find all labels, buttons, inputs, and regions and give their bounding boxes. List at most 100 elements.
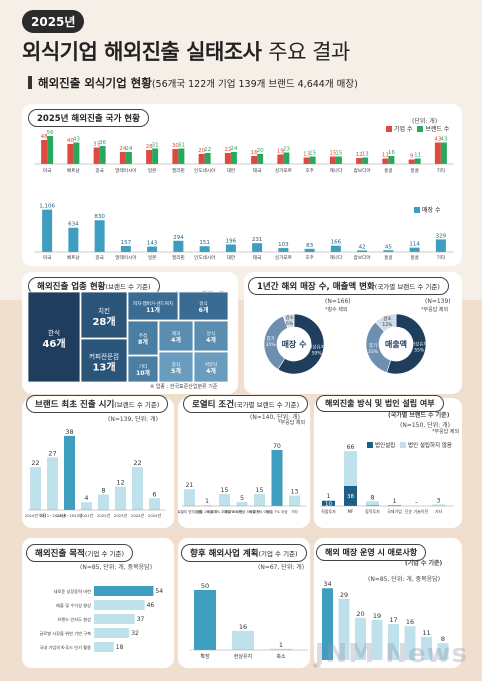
difficulty-value-label: 16 [406,618,414,626]
entry-unit: (N=139, 단위: 개) [108,416,158,423]
industry-cell [158,351,194,383]
entry-value-label: 12 [116,479,124,487]
company-value-label: 43 [434,137,441,143]
country-tick-label: 대만 [227,167,236,174]
company-bar [356,158,363,164]
method-corp-label: 38 [347,494,354,500]
industry-value: 10개 [136,369,150,377]
difficulty-chart-title: 해외 매장 운영 시 애로사항 [316,544,427,561]
brand-value-label: 43 [73,137,80,143]
company-bar [303,157,310,164]
donut-slice-label: 증가 [369,342,377,349]
brand-bar [283,152,290,164]
country-tick-label: 홍콩 [384,254,392,261]
industry-label: 치킨 [98,306,110,315]
purpose-value-label: 54 [155,588,163,595]
brand-value-label: 16 [388,150,395,156]
royalty-value-label: 21 [186,482,194,489]
entry-title-text: 브랜드 최초 진출 시기 [35,400,115,410]
company-bar [41,140,48,164]
method-tick-label: 국제기업 [387,508,402,514]
store-bar [94,220,105,252]
plan-title-sub: (기업 수 기준) [258,550,298,558]
purpose-value-label: 37 [137,616,145,623]
industry-cell [80,291,128,339]
method-tick-label: 직접투자 [321,508,336,514]
entry-title-sub: (브랜드 수 기준) [114,401,160,409]
change-chart-title: 1년간 해외 매장 수, 매출액 변화(국가별 브랜드 수 기준) [248,277,449,295]
difficulty-bar [355,617,366,660]
method-top-label: 1 [327,493,331,500]
brand-value-label: 43 [440,137,447,143]
royalty-tick-label: 매출 7% 이상 [266,509,288,514]
entry-bar [149,498,160,510]
country-tick-label: 태국 [253,254,261,261]
industry-value: 4개 [206,336,216,344]
donut-slice-label: 현상유지 [411,341,428,348]
store-value-label: 143 [147,241,158,247]
entry-bar [81,502,92,510]
brand-bar [335,156,342,164]
industry-cell [158,320,194,352]
method-card [314,398,462,528]
purpose-value-label: 46 [147,602,155,609]
entry-tick-label: 2010년 이전 [25,513,47,518]
country-tick-label: 기타 [437,167,446,174]
royalty-tick-label: 매출 5% 이상 [249,509,271,514]
country-legend: 기업 수 브랜드 수 [386,124,449,133]
industry-value: 6개 [199,306,209,314]
legend-swatch-red [386,126,392,132]
page-title: 외식기업 해외진출 실태조사 주요 결과 [22,36,350,66]
store-value-label: 1,106 [39,204,55,210]
difficulty-chart: 34 29 20 19 17 16 11 8 [322,580,449,660]
method-top-label: 1 [393,498,397,505]
industry-label: 한식 [48,328,60,337]
royalty-bar [289,495,300,506]
brand-bar [178,148,185,164]
industry-value: 4개 [171,336,181,344]
legend-swatch-green [417,126,424,132]
purpose-title-sub: (기업 수 기준) [84,550,124,558]
entry-tick-label: 2023년 [114,513,128,518]
difficulty-title-text: 해외 매장 운영 시 애로사항 [325,548,418,557]
company-value-label: 9 [410,154,414,160]
method-bar-nocorp [366,501,379,506]
country-tick-label: 베트남 [67,167,80,174]
entry-value-label: 22 [31,459,39,467]
store-value-label: 42 [359,244,366,250]
industry-label: 서양식 [205,361,217,368]
company-bar [93,147,100,164]
country-tick-label: 몽골 [410,255,418,261]
purpose-tick-label: 매출 및 수익성 향상 [56,602,91,609]
country-tick-label: 필리핀 [172,167,185,174]
brand-value-label: 15 [309,151,316,157]
country-tick-label: 인도네시아 [194,167,216,174]
store-value-label: 830 [94,214,105,220]
difficulty-value-label: 29 [340,591,348,599]
method-bar-corp [344,485,357,506]
country-tick-label: 일본 [148,254,156,261]
donut-slice-label: 감소 [285,314,293,321]
brand-bar [309,156,316,164]
country-tick-label: 미국 [43,167,51,174]
country-tick-label: 홍콩 [384,167,392,174]
plan-tick-label: 현상유지 [234,653,252,660]
country-tick-label: 인도네시아 [194,254,216,261]
store-bar [383,250,394,252]
purpose-value-label: 18 [116,644,124,651]
difficulty-bar [322,588,333,660]
company-bar [251,156,258,164]
method-tick-label: 합작투자 [365,508,380,514]
brand-bar [230,152,237,164]
country-tick-label: 일본 [148,167,156,174]
royalty-tick-label: 로열티 받지않음 [178,509,202,514]
entry-chart: 22 2010년 이전 27 2011~2015년 38 2016~2020년 4 2021년… [25,428,166,518]
donut-slice-label: 감소 [383,315,391,322]
brand-value-label: 15 [335,151,342,157]
difficulty-value-label: 11 [422,629,430,637]
brand-value-label: 20 [257,148,264,154]
industry-label: 분식 [207,330,215,337]
industry-label: 중식 [172,361,180,368]
company-value-label: 19 [277,149,284,155]
royalty-bar [271,450,283,506]
